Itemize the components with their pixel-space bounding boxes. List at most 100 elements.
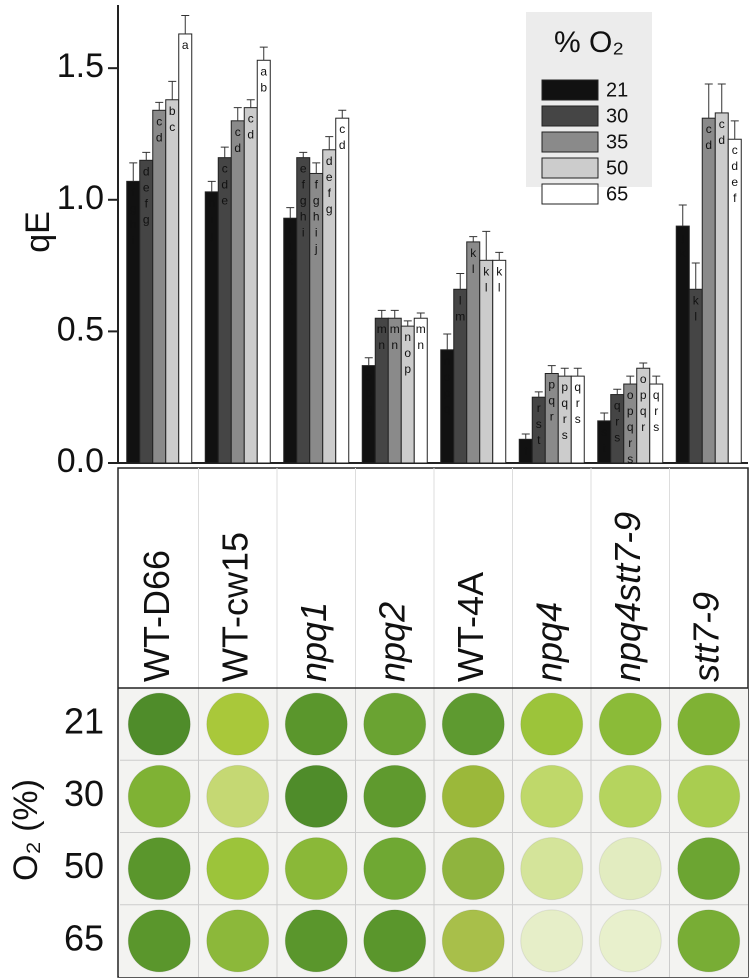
colony <box>677 837 741 901</box>
error-bar <box>495 251 504 261</box>
legend-swatch <box>541 79 599 101</box>
colony <box>363 764 427 828</box>
colony <box>441 764 505 828</box>
error-bar <box>469 236 478 242</box>
significance-letters: cd <box>244 112 258 144</box>
bar <box>152 109 167 464</box>
row-label: 21 <box>64 701 104 742</box>
significance-letters: mn <box>414 322 428 354</box>
error-bar <box>573 367 582 377</box>
colony <box>284 764 348 828</box>
legend-title: % O₂ <box>554 26 624 59</box>
error-bar <box>560 367 569 377</box>
category-label: WT-D66 <box>136 550 177 682</box>
significance-letters: qrs <box>571 380 585 428</box>
bar <box>256 59 271 464</box>
error-bar <box>678 204 687 227</box>
y-tick-label: 0.0 <box>57 442 104 480</box>
legend-swatch <box>541 157 599 179</box>
colony <box>363 692 427 756</box>
significance-letters: jk <box>676 230 690 262</box>
error-bar <box>246 99 255 108</box>
colony <box>520 837 584 901</box>
category-label: npq4stt7-9 <box>607 512 648 682</box>
error-bar <box>652 375 661 385</box>
significance-letters: kl <box>466 246 480 278</box>
significance-letters: bc <box>165 104 179 136</box>
bar <box>230 120 245 464</box>
error-bar <box>730 120 739 140</box>
colony <box>127 909 191 973</box>
colony <box>441 837 505 901</box>
significance-letters: qrs <box>610 399 624 447</box>
bar <box>701 117 716 464</box>
bar <box>243 107 258 464</box>
significance-letters: kl <box>689 293 703 325</box>
legend-label: 65 <box>606 183 628 205</box>
bar <box>178 33 193 464</box>
error-bar <box>325 136 334 150</box>
colony <box>127 837 191 901</box>
significance-letters: lm <box>453 293 467 325</box>
row-label: 65 <box>64 917 104 958</box>
bar <box>165 99 180 464</box>
error-bar <box>181 15 190 34</box>
significance-letters: cd <box>231 125 245 157</box>
error-bar <box>704 83 713 119</box>
bar <box>335 117 350 464</box>
error-bar <box>521 433 530 440</box>
bar <box>714 112 729 464</box>
significance-letters: t <box>519 443 533 459</box>
category-label: WT-4A <box>450 572 491 682</box>
significance-letters: mn <box>388 322 402 354</box>
significance-letters: rst <box>532 401 546 449</box>
colony <box>363 837 427 901</box>
significance-letters: nopq <box>440 354 454 418</box>
y-axis-label: qE <box>19 211 57 253</box>
colony <box>441 692 505 756</box>
colony <box>520 909 584 973</box>
significance-letters: cd <box>335 122 349 154</box>
colony <box>206 909 270 973</box>
error-bar <box>626 375 635 385</box>
colony <box>363 909 427 973</box>
error-bar <box>168 80 177 100</box>
significance-letters: cd <box>715 117 729 149</box>
error-bar <box>364 357 373 366</box>
error-bar <box>403 320 412 327</box>
significance-letters: hij <box>205 196 219 244</box>
colony <box>598 764 662 828</box>
legend-swatch <box>541 131 599 153</box>
colony <box>598 909 662 973</box>
significance-letters: defg <box>322 154 336 218</box>
y-tick-label: 1.0 <box>57 179 104 217</box>
error-bar <box>142 151 151 161</box>
colony <box>677 692 741 756</box>
error-bar <box>299 151 308 158</box>
y-tick-label: 0.5 <box>57 310 104 348</box>
error-bar <box>482 230 491 261</box>
significance-letters: nop <box>401 330 415 378</box>
colony <box>284 692 348 756</box>
significance-letters: kl <box>479 264 493 296</box>
error-bar <box>129 162 138 182</box>
legend-label: 50 <box>606 157 628 179</box>
error-bar <box>456 272 465 290</box>
significance-letters: qrs <box>649 388 663 436</box>
category-label: stt7-9 <box>685 592 726 682</box>
category-label: npq1 <box>293 602 334 682</box>
error-bar <box>443 333 452 350</box>
colony <box>677 764 741 828</box>
error-bar <box>286 207 295 219</box>
significance-letters: a <box>178 38 192 54</box>
error-bar <box>691 262 700 290</box>
error-bar <box>259 46 268 61</box>
error-bar <box>547 365 556 374</box>
legend-label: 30 <box>606 105 628 127</box>
significance-letters: cdef <box>728 143 742 207</box>
category-label: npq4 <box>528 602 569 682</box>
legend-label: 35 <box>606 131 628 153</box>
significance-letters: mn <box>375 322 389 354</box>
significance-letters: cd <box>152 114 166 146</box>
significance-letters: defg <box>139 164 153 228</box>
